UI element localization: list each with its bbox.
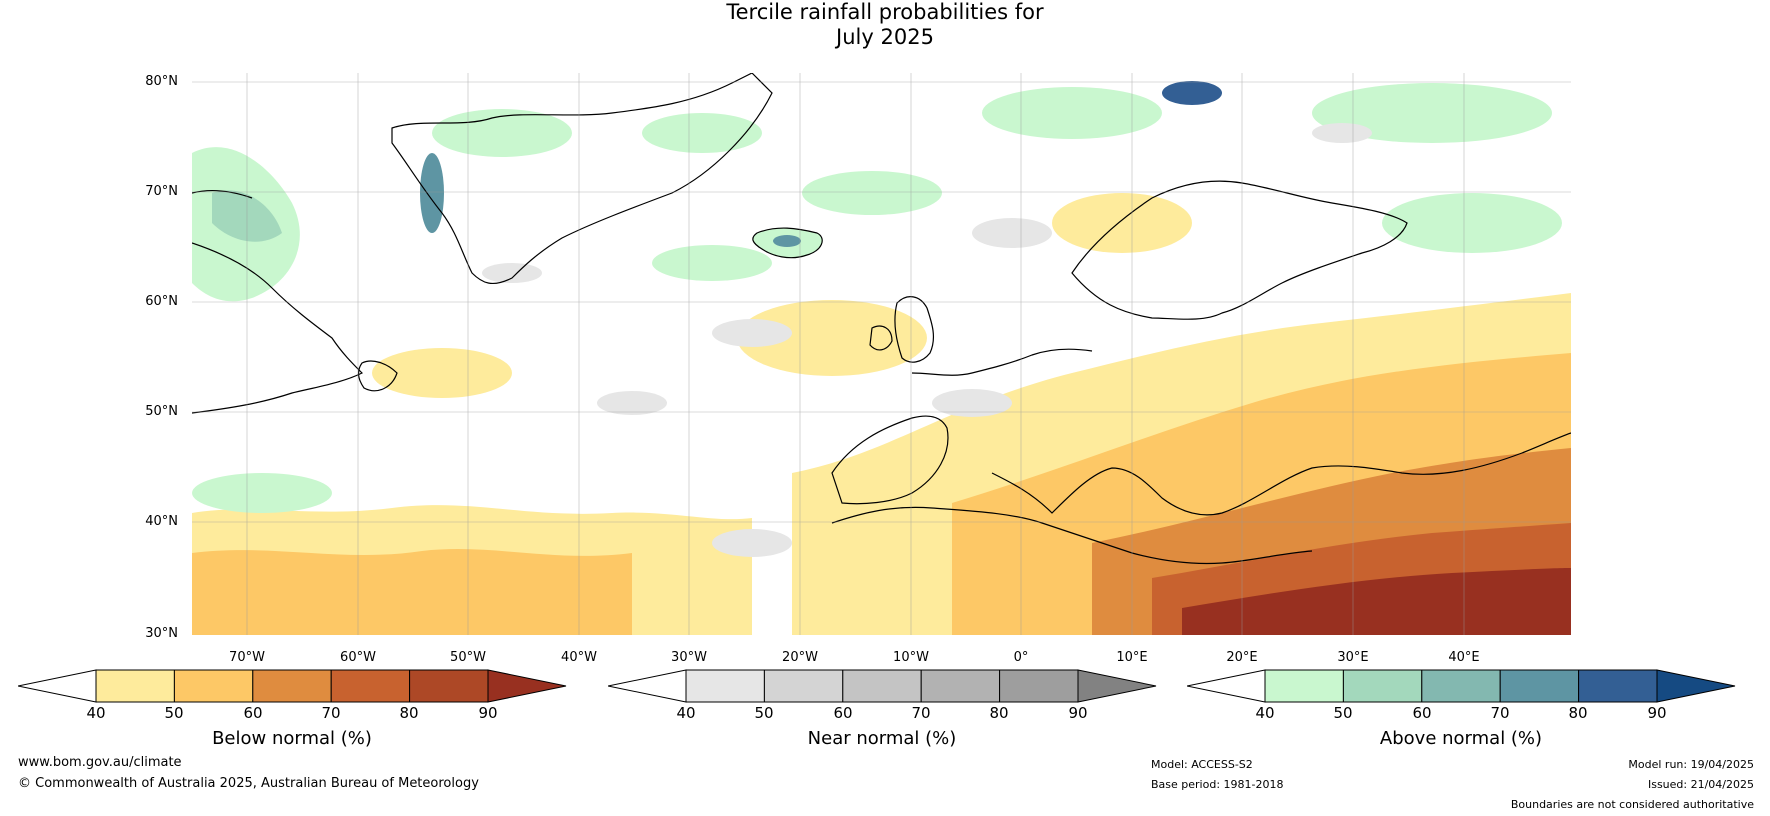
below-normal-segment-2 bbox=[173, 669, 254, 703]
near-normal-low-extend bbox=[608, 669, 687, 703]
disclaimer-text: Boundaries are not considered authoritat… bbox=[1510, 798, 1754, 811]
below-normal-tick-90: 90 bbox=[478, 704, 498, 722]
near-normal-segment-4 bbox=[920, 669, 1001, 703]
lon-label-40w: 40°W bbox=[561, 650, 597, 665]
lon-label-40e: 40°E bbox=[1448, 650, 1480, 665]
below-normal-tick-70: 70 bbox=[321, 704, 341, 722]
below-normal-segment-5 bbox=[409, 669, 489, 703]
lat-label-50n: 50°N bbox=[145, 404, 178, 419]
below-normal-shading bbox=[192, 193, 1571, 635]
scandinavia-outline bbox=[1071, 180, 1408, 320]
near-normal-segment-5 bbox=[999, 669, 1079, 703]
model-run-text: Model run: 19/04/2025 bbox=[1628, 758, 1754, 771]
below-normal-high-extend bbox=[487, 669, 567, 703]
above-normal-tick-40: 40 bbox=[1255, 704, 1275, 722]
lon-label-10w: 10°W bbox=[893, 650, 929, 665]
greenland-coastline bbox=[391, 73, 773, 285]
above-normal-label: Above normal (%) bbox=[1379, 728, 1543, 749]
lon-label-20w: 20°W bbox=[782, 650, 818, 665]
lon-label-30w: 30°W bbox=[671, 650, 707, 665]
colorbar-near-normal bbox=[608, 669, 1157, 703]
model-text: Model: ACCESS-S2 bbox=[1151, 758, 1253, 771]
near-normal-high-extend bbox=[1077, 669, 1157, 703]
lon-label-20e: 20°E bbox=[1226, 650, 1258, 665]
map-canvas bbox=[192, 73, 1571, 635]
lat-label-70n: 70°N bbox=[145, 184, 178, 199]
colorbar-below-normal bbox=[18, 669, 567, 703]
below-normal-segment-1 bbox=[95, 669, 175, 703]
lon-label-30e: 30°E bbox=[1337, 650, 1369, 665]
below-normal-tick-80: 80 bbox=[399, 704, 419, 722]
lon-label-70w: 70°W bbox=[229, 650, 265, 665]
lon-label-10e: 10°E bbox=[1116, 650, 1148, 665]
below-normal-segment-3 bbox=[252, 669, 332, 703]
rainfall-probability-map bbox=[192, 73, 1571, 635]
lat-label-80n: 80°N bbox=[145, 74, 178, 89]
near-normal-tick-40: 40 bbox=[676, 704, 696, 722]
near-normal-tick-70: 70 bbox=[911, 704, 931, 722]
above-normal-segment-4 bbox=[1499, 669, 1580, 703]
above-normal-tick-90: 90 bbox=[1647, 704, 1667, 722]
lat-label-60n: 60°N bbox=[145, 294, 178, 309]
below-normal-segment-4 bbox=[330, 669, 411, 703]
below-normal-tick-50: 50 bbox=[164, 704, 184, 722]
above-normal-segment-1 bbox=[1264, 669, 1344, 703]
above-normal-segment-3 bbox=[1421, 669, 1501, 703]
colorbar-above-normal bbox=[1187, 669, 1736, 703]
above-normal-segment-2 bbox=[1342, 669, 1423, 703]
base-period-text: Base period: 1981-2018 bbox=[1151, 778, 1284, 791]
above-normal-tick-80: 80 bbox=[1568, 704, 1588, 722]
below-normal-low-extend bbox=[18, 669, 97, 703]
above-normal-tick-60: 60 bbox=[1412, 704, 1432, 722]
copyright-text: © Commonwealth of Australia 2025, Austra… bbox=[18, 776, 479, 791]
above-normal-tick-50: 50 bbox=[1333, 704, 1353, 722]
below-normal-tick-40: 40 bbox=[86, 704, 106, 722]
near-normal-tick-80: 80 bbox=[989, 704, 1009, 722]
below-normal-tick-60: 60 bbox=[243, 704, 263, 722]
above-normal-shading bbox=[192, 81, 1562, 513]
lat-label-30n: 30°N bbox=[145, 626, 178, 641]
issued-text: Issued: 21/04/2025 bbox=[1647, 778, 1754, 791]
near-normal-segment-1 bbox=[685, 669, 765, 703]
europe-coastline bbox=[831, 348, 1571, 516]
near-normal-tick-60: 60 bbox=[833, 704, 853, 722]
newfoundland-outline bbox=[357, 360, 398, 392]
title-line-1: Tercile rainfall probabilities for bbox=[726, 0, 1044, 24]
title-line-2: July 2025 bbox=[836, 25, 934, 49]
near-normal-label: Near normal (%) bbox=[807, 728, 957, 749]
near-normal-shading bbox=[482, 123, 1372, 557]
above-normal-high-extend bbox=[1656, 669, 1736, 703]
lon-label-0: 0° bbox=[1013, 650, 1029, 665]
british-isles-outline bbox=[869, 296, 935, 363]
lon-label-60w: 60°W bbox=[340, 650, 376, 665]
website-link[interactable]: www.bom.gov.au/climate bbox=[18, 755, 182, 770]
lat-label-40n: 40°N bbox=[145, 514, 178, 529]
near-normal-tick-90: 90 bbox=[1068, 704, 1088, 722]
near-normal-segment-3 bbox=[842, 669, 922, 703]
north-africa-coastline bbox=[831, 506, 1313, 565]
chart-title: Tercile rainfall probabilities for July … bbox=[0, 0, 1770, 50]
above-normal-segment-5 bbox=[1578, 669, 1658, 703]
above-normal-tick-70: 70 bbox=[1490, 704, 1510, 722]
below-normal-label: Below normal (%) bbox=[212, 728, 372, 749]
graticule bbox=[192, 73, 1571, 635]
near-normal-segment-2 bbox=[763, 669, 844, 703]
near-normal-tick-50: 50 bbox=[754, 704, 774, 722]
above-normal-low-extend bbox=[1187, 669, 1266, 703]
lon-label-50w: 50°W bbox=[450, 650, 486, 665]
